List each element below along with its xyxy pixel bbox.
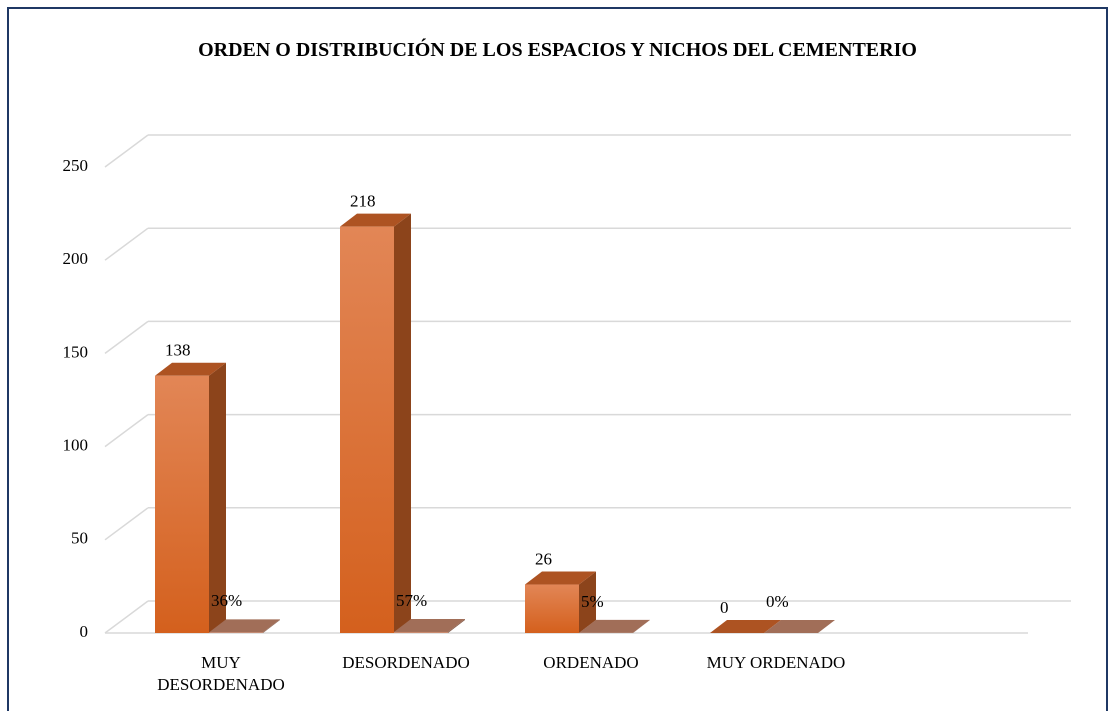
bar-face	[710, 620, 781, 633]
grid-diagonal	[104, 600, 149, 634]
x-tick-label: MUY DESORDENADO	[157, 653, 285, 694]
data-label: 5%	[581, 592, 604, 611]
bar-face	[394, 618, 465, 632]
bar-face	[633, 619, 650, 633]
y-tick-label: 50	[71, 529, 88, 548]
bar-face	[448, 618, 465, 633]
x-tick-label: ORDENADO	[543, 653, 639, 672]
bar-face	[209, 632, 263, 633]
grid-diagonal	[104, 134, 149, 168]
bar	[525, 571, 596, 633]
bar	[764, 620, 835, 633]
data-label: 138	[165, 341, 191, 360]
data-label: 57%	[396, 591, 427, 610]
data-label: 0	[720, 598, 729, 617]
bar-face	[155, 375, 209, 633]
bar-face	[525, 571, 596, 585]
y-tick-label: 200	[63, 249, 89, 268]
y-tick-label: 150	[63, 342, 89, 361]
grid-diagonal	[104, 320, 149, 355]
x-tick-label: DESORDENADO	[342, 653, 470, 672]
grid-diagonal	[104, 413, 149, 448]
y-tick-label: 250	[63, 156, 89, 175]
frame-border	[7, 7, 1108, 711]
bar-face	[579, 571, 596, 633]
bar	[155, 362, 226, 633]
bar-face	[263, 619, 280, 633]
bar	[340, 213, 411, 633]
data-label: 218	[350, 192, 376, 211]
grid-diagonal	[104, 227, 149, 261]
chart-title: ORDEN O DISTRIBUCIÓN DE LOS ESPACIOS Y N…	[198, 39, 917, 61]
bar-face	[394, 631, 448, 633]
bar-face	[764, 620, 835, 633]
bar-face	[155, 362, 226, 376]
bar-face	[579, 619, 650, 633]
bar-face	[340, 226, 394, 633]
y-tick-label: 100	[63, 436, 89, 455]
bar	[710, 620, 781, 633]
x-tick-label: MUY ORDENADO	[706, 653, 846, 672]
bar-face	[394, 213, 411, 633]
bar-face	[525, 584, 579, 633]
bar-face	[340, 213, 411, 227]
data-label: 26	[535, 549, 552, 568]
bar-face	[209, 362, 226, 633]
data-label: 36%	[211, 591, 242, 610]
bar	[394, 618, 465, 633]
y-tick-label: 0	[80, 622, 89, 641]
grid-diagonal	[104, 507, 149, 541]
data-label: 0%	[766, 592, 789, 611]
bar-face	[209, 619, 280, 633]
bar	[209, 619, 280, 633]
bar	[579, 619, 650, 633]
